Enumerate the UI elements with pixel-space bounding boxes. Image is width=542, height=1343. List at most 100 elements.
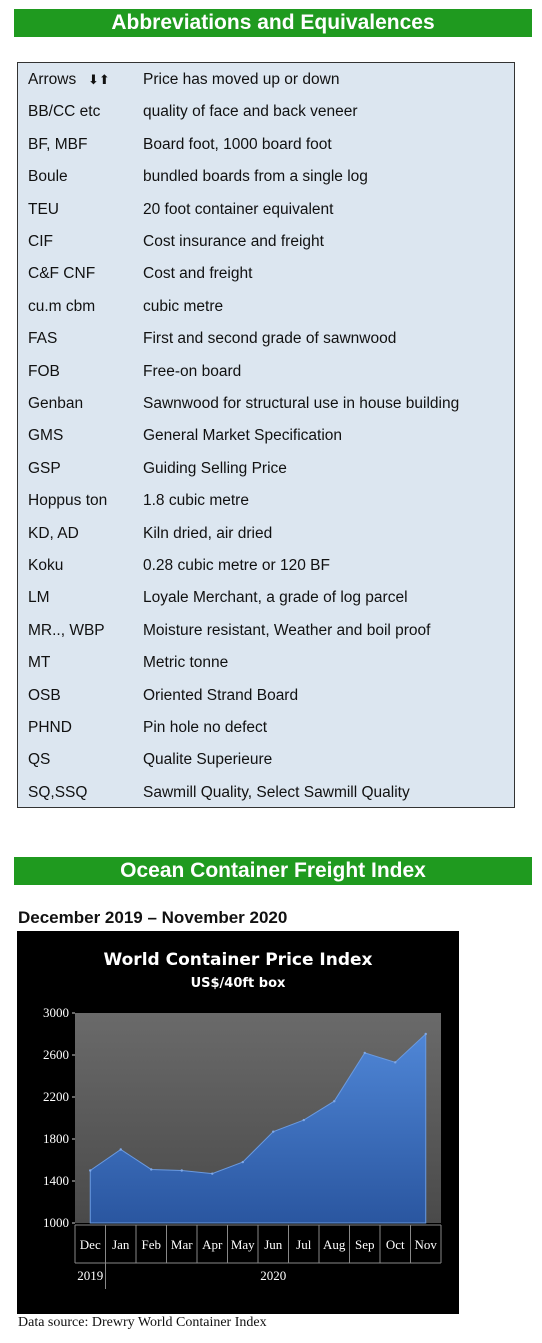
year-label-2019: 2019 xyxy=(77,1268,103,1283)
abbreviation-definition: Loyale Merchant, a grade of log parcel xyxy=(143,589,408,607)
abbreviation-row: Hoppus ton 1.8 cubic metre xyxy=(18,485,514,517)
world-container-index-chart: World Container Price Index US$/40ft box… xyxy=(17,931,459,1314)
abbreviation-row: BF, MBF Board foot, 1000 board foot xyxy=(18,129,514,161)
abbreviation-row: LM Loyale Merchant, a grade of log parcel xyxy=(18,582,514,614)
data-source-note: Data source: Drewry World Container Inde… xyxy=(18,1315,267,1330)
abbreviation-definition: 1.8 cubic metre xyxy=(143,492,249,510)
x-tick-label: Jan xyxy=(112,1237,130,1252)
abbreviation-row: Boule bundled boards from a single log xyxy=(18,161,514,193)
abbreviation-term: OSB xyxy=(28,686,61,704)
abbreviation-term: KD, AD xyxy=(28,524,79,542)
y-tick-label: 2200 xyxy=(43,1089,69,1104)
abbreviation-term: GSP xyxy=(28,459,61,477)
abbreviation-row: C&F CNF Cost and freight xyxy=(18,258,514,290)
abbreviation-definition: Cost and freight xyxy=(143,265,253,283)
data-point xyxy=(302,1118,305,1122)
abbreviation-row: GSP Guiding Selling Price xyxy=(18,453,514,485)
abbreviation-row: QS Qualite Superieure xyxy=(18,744,514,776)
abbreviation-definition: Sawmill Quality, Select Sawmill Quality xyxy=(143,783,410,801)
abbreviation-definition: Pin hole no defect xyxy=(143,719,268,736)
abbreviation-row: FAS First and second grade of sawnwood xyxy=(18,323,514,355)
abbreviation-definition: First and second grade of sawnwood xyxy=(143,330,397,348)
abbreviation-definition: bundled boards from a single log xyxy=(143,168,368,186)
abbreviation-definition: cubic metre xyxy=(143,297,224,315)
abbreviation-definition: Cost insurance and freight xyxy=(143,233,324,250)
chart-title: World Container Price Index xyxy=(103,950,372,970)
x-tick-label: Jun xyxy=(264,1237,283,1252)
abbreviation-term: MR.., WBP xyxy=(28,621,105,639)
x-tick-label: Nov xyxy=(415,1237,438,1252)
abbreviation-row: MT Metric tonne xyxy=(18,647,514,679)
data-point xyxy=(211,1172,214,1175)
data-point xyxy=(150,1168,153,1171)
abbreviation-row: SQ,SSQ Sawmill Quality, Select Sawmill Qu… xyxy=(18,777,514,809)
abbreviation-term: C&F CNF xyxy=(28,265,96,283)
y-tick-label: 1000 xyxy=(43,1215,69,1230)
down-up-arrows-icon: ⬇⬆ xyxy=(88,72,110,87)
abbreviation-definition: 0.28 cubic metre or 120 BF xyxy=(143,557,330,574)
abbreviation-definition: Oriented Strand Board xyxy=(143,686,299,704)
x-tick-label: Sep xyxy=(355,1237,375,1252)
data-point xyxy=(180,1169,183,1172)
data-point xyxy=(394,1061,397,1064)
y-tick-label: 1800 xyxy=(43,1131,69,1146)
abbreviation-row: Koku 0.28 cubic metre or 120 BF xyxy=(18,550,514,582)
chart-period: December 2019 – November 2020 xyxy=(18,908,288,927)
abbreviation-row: BB/CC etc quality of face and back veneer xyxy=(18,96,514,128)
abbreviation-term: LM xyxy=(28,589,50,607)
year-label-2020: 2020 xyxy=(260,1268,286,1283)
abbreviation-row: TEU 20 foot container equivalent xyxy=(18,194,514,226)
y-tick-label: 3000 xyxy=(43,1005,69,1020)
ocean-freight-heading: Ocean Container Freight Index xyxy=(14,857,532,885)
abbreviation-term: Genban xyxy=(28,395,84,412)
abbreviation-term: CIF xyxy=(28,233,53,250)
abbreviation-term: TEU xyxy=(28,200,59,218)
abbreviation-definition: Free-on board xyxy=(143,362,242,380)
x-tick-label: Feb xyxy=(142,1237,162,1252)
abbreviation-row: FOB Free-on board xyxy=(18,356,514,388)
abbreviation-definition: 20 foot container equivalent xyxy=(143,200,334,218)
abbreviation-definition: quality of face and back veneer xyxy=(143,103,358,121)
data-point xyxy=(89,1169,92,1172)
abbreviation-term: QS xyxy=(28,751,51,769)
abbreviation-definition: Kiln dried, air dried xyxy=(143,524,273,542)
abbreviation-definition: Moisture resistant, Weather and boil pro… xyxy=(143,621,431,639)
abbreviation-row: MR.., WBP Moisture resistant, Weather and… xyxy=(18,615,514,647)
abbreviation-term: cu.m cbm xyxy=(28,297,96,315)
abbreviation-row: GMS General Market Specification xyxy=(18,420,514,452)
abbreviation-term: SQ,SSQ xyxy=(28,783,88,801)
data-point xyxy=(333,1100,336,1103)
data-point xyxy=(241,1160,244,1164)
x-tick-label: May xyxy=(231,1237,255,1252)
abbreviation-term: PHND xyxy=(28,719,72,736)
abbreviation-row: Genban Sawnwood for structural use in hou… xyxy=(18,388,514,420)
abbreviation-term: Boule xyxy=(28,168,68,186)
chart-svg: World Container Price Index US$/40ft box… xyxy=(43,950,442,1289)
abbreviation-row: KD, AD Kiln dried, air dried xyxy=(18,518,514,550)
chart-subtitle: US$/40ft box xyxy=(191,976,286,991)
abbreviation-term: BF, MBF xyxy=(28,135,88,153)
y-tick-label: 2600 xyxy=(43,1047,69,1062)
abbreviation-definition: Qualite Superieure xyxy=(143,751,273,769)
data-point xyxy=(272,1130,275,1133)
data-point xyxy=(119,1148,122,1151)
abbreviation-term: Arrows xyxy=(28,71,77,88)
abbreviation-term: MT xyxy=(28,654,51,672)
abbreviation-definition: General Market Specification xyxy=(143,427,343,445)
data-point xyxy=(424,1032,427,1036)
abbreviation-term: Koku xyxy=(28,557,64,574)
x-tick-label: Oct xyxy=(386,1237,405,1252)
abbreviation-definition: Price has moved up or down xyxy=(143,71,340,88)
x-tick-label: Mar xyxy=(171,1237,193,1252)
abbreviation-row: PHND Pin hole no defect xyxy=(18,712,514,744)
abbreviation-term: GMS xyxy=(28,427,64,445)
abbreviations-table: Arrows Price has moved up or down ⬇⬆ BB/CC … xyxy=(17,62,515,808)
x-tick-label: Aug xyxy=(323,1237,346,1252)
data-point xyxy=(363,1051,366,1055)
abbreviation-term: FOB xyxy=(28,362,60,380)
abbreviation-term: FAS xyxy=(28,330,58,348)
abbreviation-definition: Board foot, 1000 board foot xyxy=(143,135,332,153)
abbreviation-row: OSB Oriented Strand Board xyxy=(18,680,514,712)
y-tick-label: 1400 xyxy=(43,1173,69,1188)
abbreviations-heading: Abbreviations and Equivalences xyxy=(14,9,532,37)
